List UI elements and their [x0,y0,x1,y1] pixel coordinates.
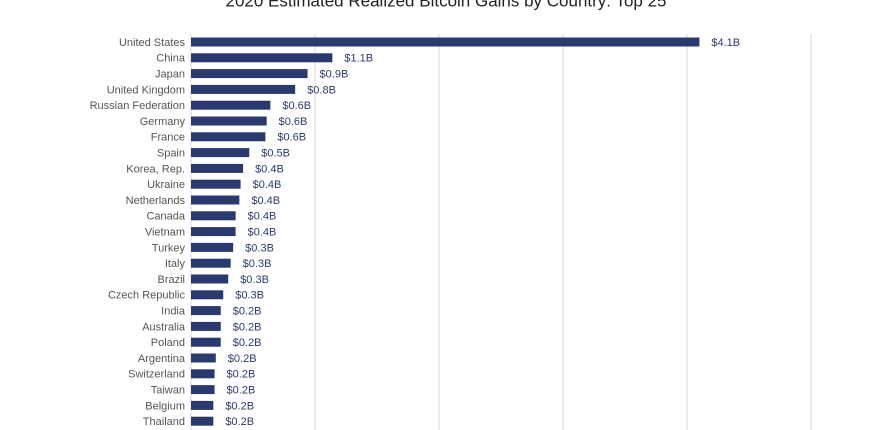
y-tick-label: United Kingdom [107,84,185,96]
bar [191,306,221,316]
bar [191,100,271,110]
bar [191,132,266,142]
y-tick-label: Germany [140,116,186,128]
data-label: $0.9B [320,69,349,81]
bar [191,195,240,205]
data-label: $4.1B [711,37,740,49]
y-tick-label: Argentina [138,353,186,365]
data-label: $0.6B [282,100,311,112]
bar [191,163,244,173]
bar [191,337,221,347]
bar [191,37,700,47]
y-tick-label: Spain [157,148,185,160]
data-label: $0.2B [225,400,254,412]
bar [191,385,215,395]
data-label: $0.4B [248,211,277,223]
y-tick-label: Czech Republic [108,290,186,302]
bar [191,321,221,331]
y-tick-label: Korea, Rep. [126,163,185,175]
bar [191,400,214,410]
y-tick-label: France [151,132,185,144]
data-label: $0.4B [251,195,280,207]
data-label: $0.4B [248,227,277,239]
y-tick-label: Netherlands [126,195,186,207]
bar [191,69,308,79]
data-label: $0.2B [227,369,256,381]
bar [191,84,296,94]
y-tick-label: United States [119,37,186,49]
data-label: $0.4B [255,163,284,175]
data-label: $0.2B [233,337,262,349]
data-label: $0.2B [225,416,254,428]
data-label: $0.2B [233,306,262,318]
data-label: $0.3B [240,274,269,286]
y-tick-label: Switzerland [128,369,185,381]
bar [191,53,333,63]
y-tick-label: Thailand [143,416,185,428]
y-tick-label: Turkey [152,242,186,254]
y-tick-label: Italy [165,258,186,270]
data-label: $0.3B [245,242,274,254]
bar [191,211,236,221]
data-label: $0.2B [228,353,257,365]
chart-title: 2020 Estimated Realized Bitcoin Gains by… [226,0,667,10]
bar [191,227,236,237]
y-tick-label: China [156,53,186,65]
data-label: $0.4B [253,179,282,191]
y-tick-label: Brazil [157,274,185,286]
y-tick-label: Ukraine [147,179,185,191]
data-label: $0.3B [243,258,272,270]
y-tick-label: Taiwan [151,385,185,397]
bar [191,116,267,126]
y-tick-label: Australia [142,321,186,333]
data-label: $0.2B [233,321,262,333]
y-tick-label: Belgium [145,400,185,412]
bar [191,179,241,189]
bar [191,274,229,284]
bar [191,242,234,252]
bar [191,148,250,158]
data-label: $0.6B [277,132,306,144]
data-label: $1.1B [344,53,373,65]
y-tick-label: Poland [151,337,185,349]
y-tick-label: Vietnam [145,227,185,239]
data-label: $0.2B [227,385,256,397]
y-tick-label: Japan [155,69,185,81]
data-label: $0.5B [261,148,290,160]
y-tick-label: Russian Federation [90,100,185,112]
y-tick-label: Canada [146,211,185,223]
bar [191,290,224,300]
bar [191,369,215,379]
y-tick-label: India [161,306,186,318]
data-label: $0.8B [307,84,336,96]
bar [191,258,231,268]
bar [191,416,214,426]
data-label: $0.6B [279,116,308,128]
data-label: $0.3B [235,290,264,302]
bar [191,353,216,363]
